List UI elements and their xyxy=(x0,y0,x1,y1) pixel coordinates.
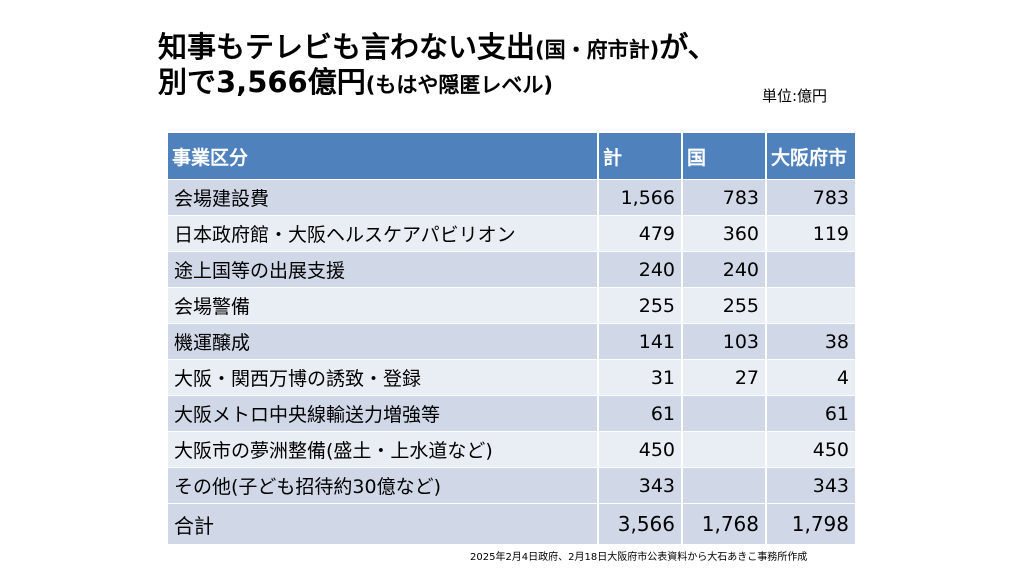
total-label: 合計 xyxy=(168,503,599,544)
row-osaka xyxy=(766,287,855,324)
title-line-2: 別で3,566億円(もはや隠匿レベル) xyxy=(158,65,878,100)
row-total: 255 xyxy=(598,287,683,324)
table-row: その他(子ども招待約30億など) 343 343 xyxy=(168,467,855,504)
row-national: 783 xyxy=(682,179,767,216)
row-total: 479 xyxy=(598,215,683,252)
row-osaka: 343 xyxy=(766,467,855,504)
table-row: 会場建設費 1,566 783 783 xyxy=(168,179,855,216)
row-total: 61 xyxy=(598,395,683,432)
row-label: 大阪メトロ中央線輸送力増強等 xyxy=(168,395,599,432)
source-note: 2025年2月4日政府、2月18日大阪府市公表資料から大石あきこ事務所作成 xyxy=(470,552,808,563)
header-national: 国 xyxy=(682,133,767,180)
row-national xyxy=(682,395,767,432)
row-total: 1,566 xyxy=(598,179,683,216)
row-total: 31 xyxy=(598,359,683,396)
title-end-1: が、 xyxy=(659,30,717,64)
row-label: 会場建設費 xyxy=(168,179,599,216)
table-row: 大阪市の夢洲整備(盛土・上水道など) 450 450 xyxy=(168,431,855,468)
title-main-1: 知事もテレビも言わない支出 xyxy=(158,30,536,64)
table-row: 機運醸成 141 103 38 xyxy=(168,323,855,360)
row-national xyxy=(682,431,767,468)
row-osaka: 38 xyxy=(766,323,855,360)
row-national: 255 xyxy=(682,287,767,324)
header-total: 計 xyxy=(598,133,683,180)
title-line-1: 知事もテレビも言わない支出(国・府市計)が、 xyxy=(158,30,878,65)
page-title: 知事もテレビも言わない支出(国・府市計)が、 別で3,566億円(もはや隠匿レベ… xyxy=(158,30,878,101)
row-national: 240 xyxy=(682,251,767,288)
row-total: 141 xyxy=(598,323,683,360)
row-total: 343 xyxy=(598,467,683,504)
row-total: 450 xyxy=(598,431,683,468)
row-label: 途上国等の出展支援 xyxy=(168,251,599,288)
row-label: 会場警備 xyxy=(168,287,599,324)
row-label: 機運醸成 xyxy=(168,323,599,360)
row-total: 240 xyxy=(598,251,683,288)
header-category: 事業区分 xyxy=(168,133,599,180)
table-row: 日本政府館・大阪ヘルスケアパビリオン 479 360 119 xyxy=(168,215,855,252)
table-header-row: 事業区分 計 国 大阪府市 xyxy=(168,133,855,180)
row-osaka: 61 xyxy=(766,395,855,432)
row-label: 大阪・関西万博の誘致・登録 xyxy=(168,359,599,396)
unit-label: 単位:億円 xyxy=(762,87,828,105)
budget-table: 事業区分 計 国 大阪府市 会場建設費 1,566 783 783 日本政府館・… xyxy=(168,133,855,544)
total-sum: 3,566 xyxy=(598,503,683,544)
table-row: 会場警備 255 255 xyxy=(168,287,855,324)
row-osaka: 783 xyxy=(766,179,855,216)
table-row: 大阪メトロ中央線輸送力増強等 61 61 xyxy=(168,395,855,432)
row-osaka: 4 xyxy=(766,359,855,396)
row-national xyxy=(682,467,767,504)
table-total-row: 合計 3,566 1,768 1,798 xyxy=(168,503,855,544)
row-national: 27 xyxy=(682,359,767,396)
row-osaka: 450 xyxy=(766,431,855,468)
total-osaka: 1,798 xyxy=(766,503,855,544)
header-osaka: 大阪府市 xyxy=(766,133,855,180)
row-national: 103 xyxy=(682,323,767,360)
title-sub-2: (もはや隠匿レベル) xyxy=(365,73,553,98)
total-national: 1,768 xyxy=(682,503,767,544)
row-osaka xyxy=(766,251,855,288)
row-label: 日本政府館・大阪ヘルスケアパビリオン xyxy=(168,215,599,252)
row-osaka: 119 xyxy=(766,215,855,252)
row-label: 大阪市の夢洲整備(盛土・上水道など) xyxy=(168,431,599,468)
table-row: 途上国等の出展支援 240 240 xyxy=(168,251,855,288)
row-label: その他(子ども招待約30億など) xyxy=(168,467,599,504)
title-sub-1: (国・府市計) xyxy=(535,38,660,62)
title-main-2: 別で3,566億円 xyxy=(158,65,366,100)
row-national: 360 xyxy=(682,215,767,252)
table-row: 大阪・関西万博の誘致・登録 31 27 4 xyxy=(168,359,855,396)
